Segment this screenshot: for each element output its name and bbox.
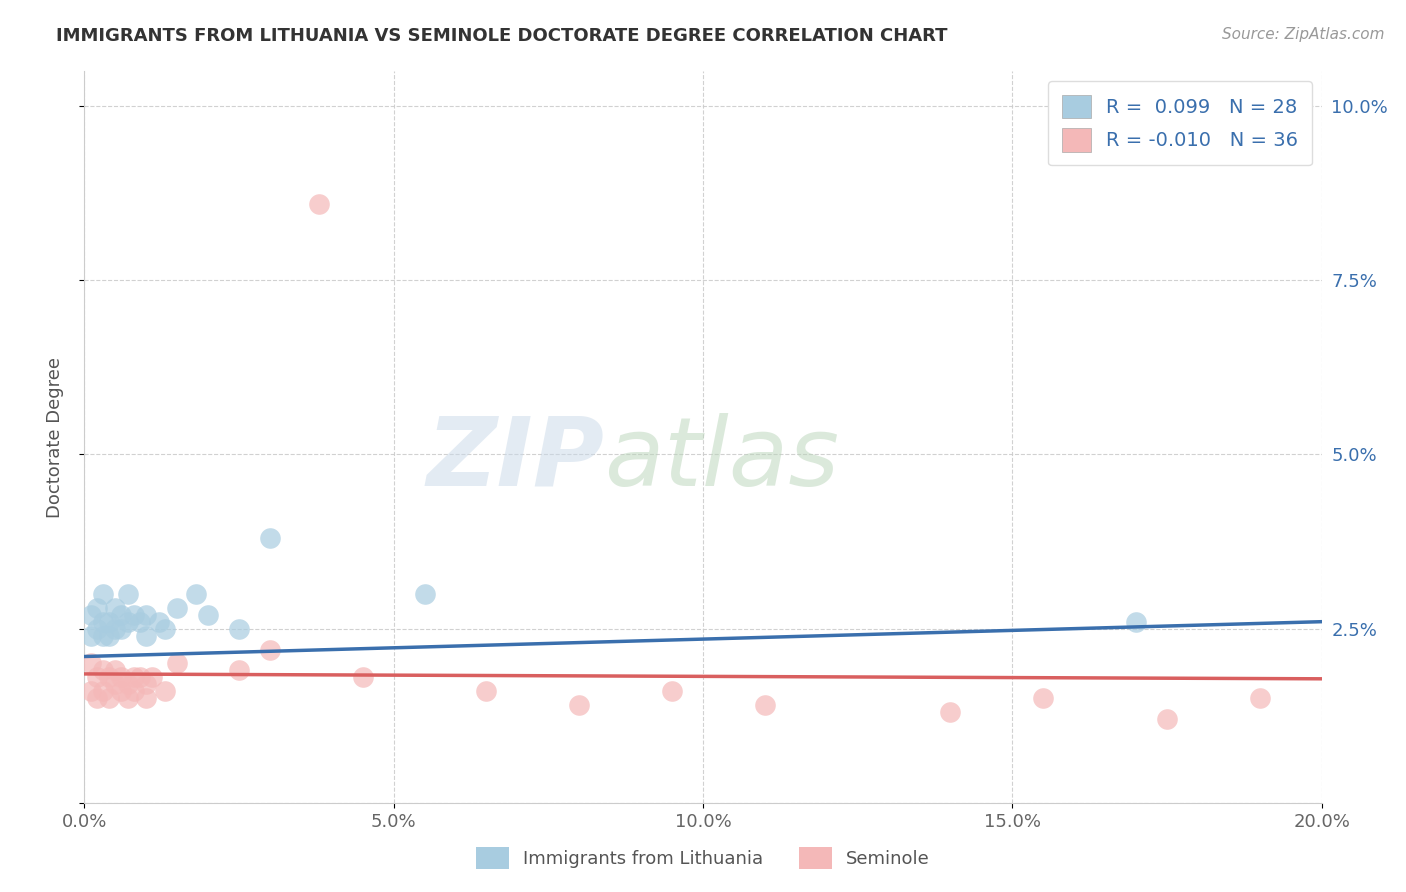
Point — [104, 600, 127, 615]
Point — [79, 629, 101, 643]
Point — [91, 587, 114, 601]
Point — [98, 691, 121, 706]
Point — [91, 615, 114, 629]
Point — [166, 600, 188, 615]
Point — [352, 670, 374, 684]
Point — [110, 607, 132, 622]
Y-axis label: Doctorate Degree: Doctorate Degree — [45, 357, 63, 517]
Point — [166, 657, 188, 671]
Point — [110, 622, 132, 636]
Point — [104, 664, 127, 678]
Point — [117, 615, 139, 629]
Point — [98, 615, 121, 629]
Point — [110, 684, 132, 698]
Text: IMMIGRANTS FROM LITHUANIA VS SEMINOLE DOCTORATE DEGREE CORRELATION CHART: IMMIGRANTS FROM LITHUANIA VS SEMINOLE DO… — [56, 27, 948, 45]
Point — [135, 629, 157, 643]
Point — [413, 587, 436, 601]
Point — [184, 587, 207, 601]
Point — [104, 677, 127, 691]
Point — [568, 698, 591, 713]
Point — [148, 615, 170, 629]
Point — [91, 684, 114, 698]
Point — [129, 615, 152, 629]
Point — [135, 691, 157, 706]
Point — [122, 607, 145, 622]
Point — [86, 670, 108, 684]
Text: ZIP: ZIP — [426, 412, 605, 506]
Point — [86, 622, 108, 636]
Point — [1249, 691, 1271, 706]
Point — [259, 531, 281, 545]
Point — [117, 677, 139, 691]
Point — [153, 684, 176, 698]
Point — [91, 664, 114, 678]
Point — [91, 629, 114, 643]
Point — [129, 670, 152, 684]
Point — [86, 600, 108, 615]
Point — [228, 664, 250, 678]
Point — [1156, 712, 1178, 726]
Point — [475, 684, 498, 698]
Point — [122, 670, 145, 684]
Point — [153, 622, 176, 636]
Point — [141, 670, 163, 684]
Point — [79, 607, 101, 622]
Point — [110, 670, 132, 684]
Point — [259, 642, 281, 657]
Point — [98, 670, 121, 684]
Point — [661, 684, 683, 698]
Point — [197, 607, 219, 622]
Point — [86, 691, 108, 706]
Point — [1032, 691, 1054, 706]
Point — [135, 607, 157, 622]
Point — [117, 587, 139, 601]
Legend: R =  0.099   N = 28, R = -0.010   N = 36: R = 0.099 N = 28, R = -0.010 N = 36 — [1047, 81, 1312, 166]
Point — [117, 691, 139, 706]
Text: atlas: atlas — [605, 412, 839, 506]
Point — [939, 705, 962, 719]
Point — [754, 698, 776, 713]
Point — [122, 684, 145, 698]
Point — [228, 622, 250, 636]
Point — [98, 629, 121, 643]
Legend: Immigrants from Lithuania, Seminole: Immigrants from Lithuania, Seminole — [467, 838, 939, 879]
Point — [104, 622, 127, 636]
Point — [79, 657, 101, 671]
Point — [135, 677, 157, 691]
Point — [1125, 615, 1147, 629]
Point — [308, 196, 330, 211]
Text: Source: ZipAtlas.com: Source: ZipAtlas.com — [1222, 27, 1385, 42]
Point — [79, 684, 101, 698]
